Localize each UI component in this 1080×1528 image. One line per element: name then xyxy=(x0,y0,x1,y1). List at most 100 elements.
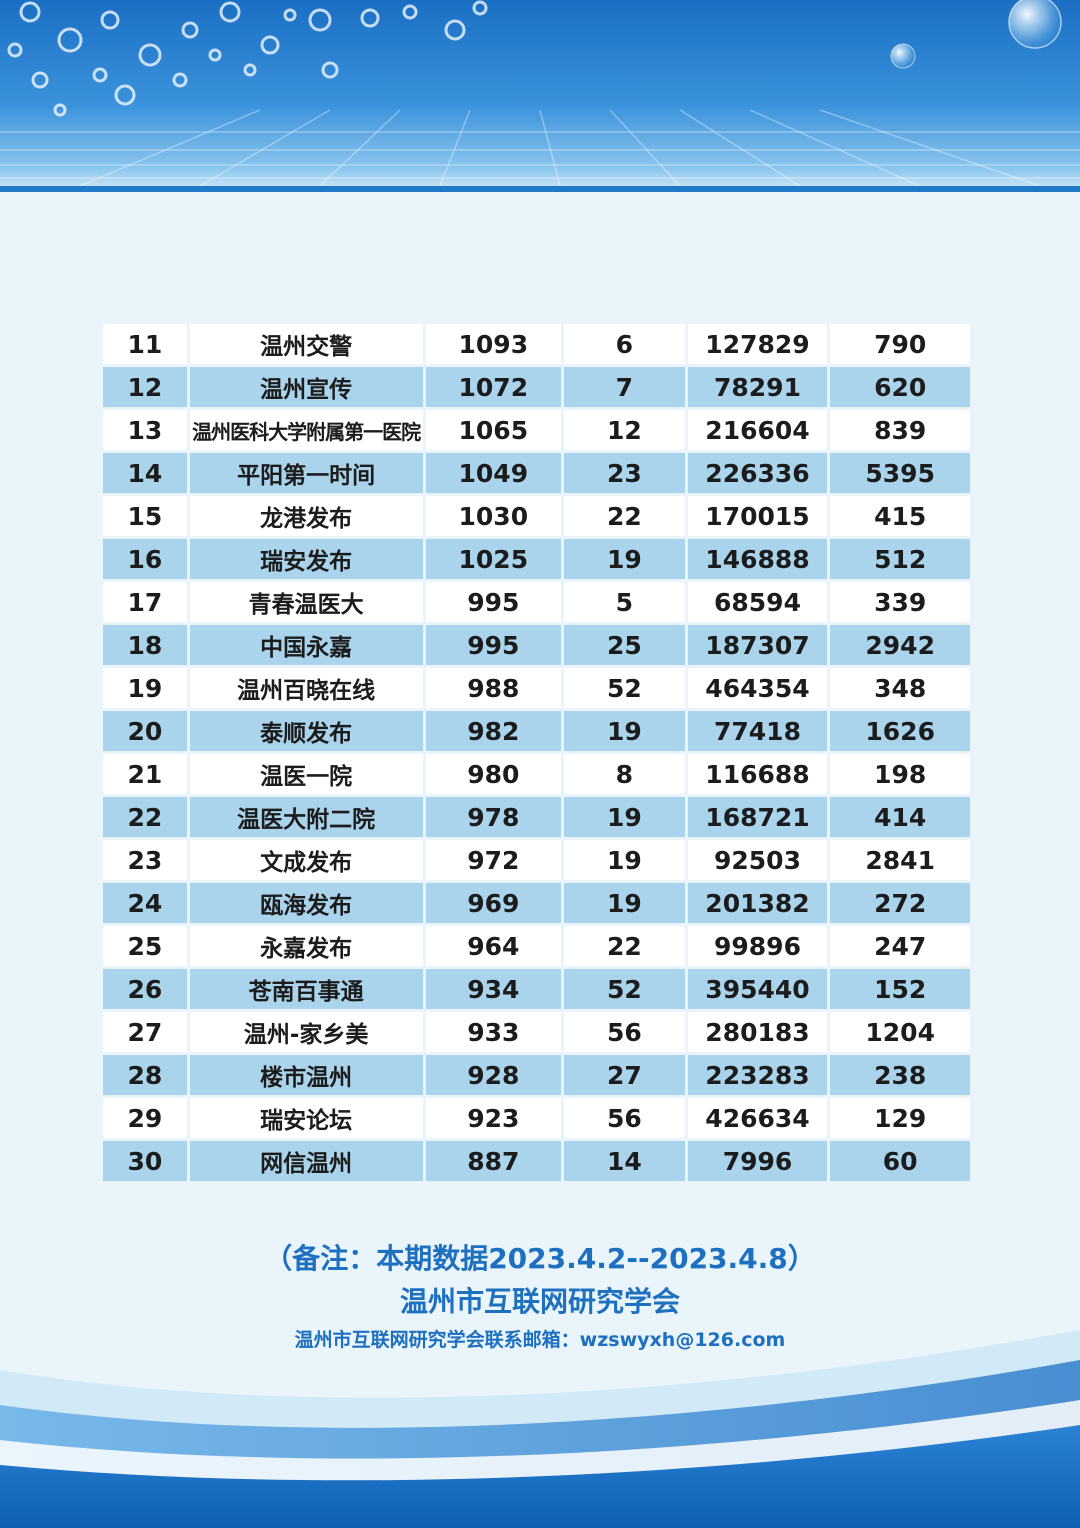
value-cell-1: 923 xyxy=(425,1098,562,1138)
value-cell-2: 7 xyxy=(564,367,685,407)
account-name-cell: 永嘉发布 xyxy=(189,926,423,966)
table-row: 13 温州医科大学附属第一医院 1065 12 216604 839 xyxy=(103,410,970,450)
rank-cell: 30 xyxy=(103,1141,187,1181)
value-cell-4: 238 xyxy=(830,1055,970,1095)
value-cell-2: 27 xyxy=(564,1055,685,1095)
value-cell-1: 1030 xyxy=(425,496,562,536)
value-cell-1: 972 xyxy=(425,840,562,880)
value-cell-2: 5 xyxy=(564,582,685,622)
rank-cell: 14 xyxy=(103,453,187,493)
value-cell-3: 280183 xyxy=(687,1012,828,1052)
account-name-cell: 温州宣传 xyxy=(189,367,423,407)
value-cell-3: 127829 xyxy=(687,324,828,364)
rank-cell: 21 xyxy=(103,754,187,794)
value-cell-1: 982 xyxy=(425,711,562,751)
rank-cell: 12 xyxy=(103,367,187,407)
value-cell-1: 995 xyxy=(425,582,562,622)
ranking-table: 11 温州交警 1093 6 127829 790 12 温州宣传 1072 7 78291 620 1… xyxy=(100,321,973,1184)
rank-cell: 24 xyxy=(103,883,187,923)
value-cell-2: 12 xyxy=(564,410,685,450)
value-cell-4: 2841 xyxy=(830,840,970,880)
table-row: 14 平阳第一时间 1049 23 226336 5395 xyxy=(103,453,970,493)
table-row: 27 温州-家乡美 933 56 280183 1204 xyxy=(103,1012,970,1052)
value-cell-4: 198 xyxy=(830,754,970,794)
value-cell-2: 56 xyxy=(564,1012,685,1052)
value-cell-2: 19 xyxy=(564,883,685,923)
organization-name: 温州市互联网研究学会 xyxy=(399,1285,680,1318)
value-cell-2: 56 xyxy=(564,1098,685,1138)
table-row: 19 温州百晓在线 988 52 464354 348 xyxy=(103,668,970,708)
wave-decoration-icon xyxy=(0,1330,1080,1528)
value-cell-1: 980 xyxy=(425,754,562,794)
value-cell-2: 22 xyxy=(564,926,685,966)
rank-cell: 25 xyxy=(103,926,187,966)
account-name-cell: 温州百晓在线 xyxy=(189,668,423,708)
value-cell-4: 839 xyxy=(830,410,970,450)
account-name-cell: 温州交警 xyxy=(189,324,423,364)
rank-cell: 27 xyxy=(103,1012,187,1052)
account-name-cell: 泰顺发布 xyxy=(189,711,423,751)
account-name-cell: 青春温医大 xyxy=(189,582,423,622)
account-name-cell: 温州-家乡美 xyxy=(189,1012,423,1052)
account-name-cell: 瑞安发布 xyxy=(189,539,423,579)
value-cell-3: 426634 xyxy=(687,1098,828,1138)
value-cell-2: 14 xyxy=(564,1141,685,1181)
table-row: 26 苍南百事通 934 52 395440 152 xyxy=(103,969,970,1009)
rank-cell: 28 xyxy=(103,1055,187,1095)
value-cell-1: 969 xyxy=(425,883,562,923)
rank-cell: 17 xyxy=(103,582,187,622)
value-cell-2: 19 xyxy=(564,711,685,751)
rank-cell: 15 xyxy=(103,496,187,536)
value-cell-3: 223283 xyxy=(687,1055,828,1095)
contact-email: 温州市互联网研究学会联系邮箱：wzswyxh@126.com xyxy=(294,1329,786,1351)
value-cell-2: 6 xyxy=(564,324,685,364)
value-cell-4: 272 xyxy=(830,883,970,923)
value-cell-4: 348 xyxy=(830,668,970,708)
value-cell-4: 60 xyxy=(830,1141,970,1181)
account-name-cell: 温医大附二院 xyxy=(189,797,423,837)
value-cell-3: 395440 xyxy=(687,969,828,1009)
header-banner xyxy=(0,0,1080,192)
account-name-cell: 温医一院 xyxy=(189,754,423,794)
value-cell-3: 216604 xyxy=(687,410,828,450)
value-cell-2: 52 xyxy=(564,668,685,708)
table-row: 23 文成发布 972 19 92503 2841 xyxy=(103,840,970,880)
value-cell-1: 934 xyxy=(425,969,562,1009)
value-cell-1: 928 xyxy=(425,1055,562,1095)
value-cell-3: 464354 xyxy=(687,668,828,708)
value-cell-2: 19 xyxy=(564,797,685,837)
value-cell-3: 7996 xyxy=(687,1141,828,1181)
value-cell-3: 77418 xyxy=(687,711,828,751)
value-cell-2: 52 xyxy=(564,969,685,1009)
value-cell-4: 414 xyxy=(830,797,970,837)
table-row: 17 青春温医大 995 5 68594 339 xyxy=(103,582,970,622)
rank-cell: 23 xyxy=(103,840,187,880)
value-cell-4: 152 xyxy=(830,969,970,1009)
value-cell-2: 25 xyxy=(564,625,685,665)
rank-cell: 20 xyxy=(103,711,187,751)
table-row: 20 泰顺发布 982 19 77418 1626 xyxy=(103,711,970,751)
value-cell-4: 339 xyxy=(830,582,970,622)
value-cell-1: 964 xyxy=(425,926,562,966)
footer-wave xyxy=(0,1330,1080,1528)
account-name-cell: 温州医科大学附属第一医院 xyxy=(189,410,423,450)
account-name-cell: 苍南百事通 xyxy=(189,969,423,1009)
table-row: 30 网信温州 887 14 7996 60 xyxy=(103,1141,970,1181)
rank-cell: 11 xyxy=(103,324,187,364)
value-cell-1: 988 xyxy=(425,668,562,708)
value-cell-2: 8 xyxy=(564,754,685,794)
value-cell-4: 247 xyxy=(830,926,970,966)
value-cell-4: 620 xyxy=(830,367,970,407)
table-row: 11 温州交警 1093 6 127829 790 xyxy=(103,324,970,364)
account-name-cell: 楼市温州 xyxy=(189,1055,423,1095)
value-cell-3: 99896 xyxy=(687,926,828,966)
value-cell-2: 22 xyxy=(564,496,685,536)
value-cell-4: 5395 xyxy=(830,453,970,493)
value-cell-1: 1049 xyxy=(425,453,562,493)
account-name-cell: 瓯海发布 xyxy=(189,883,423,923)
data-period-note: （备注：本期数据2023.4.2--2023.4.8） xyxy=(264,1242,816,1275)
value-cell-3: 92503 xyxy=(687,840,828,880)
value-cell-4: 1626 xyxy=(830,711,970,751)
rank-cell: 13 xyxy=(103,410,187,450)
value-cell-1: 995 xyxy=(425,625,562,665)
